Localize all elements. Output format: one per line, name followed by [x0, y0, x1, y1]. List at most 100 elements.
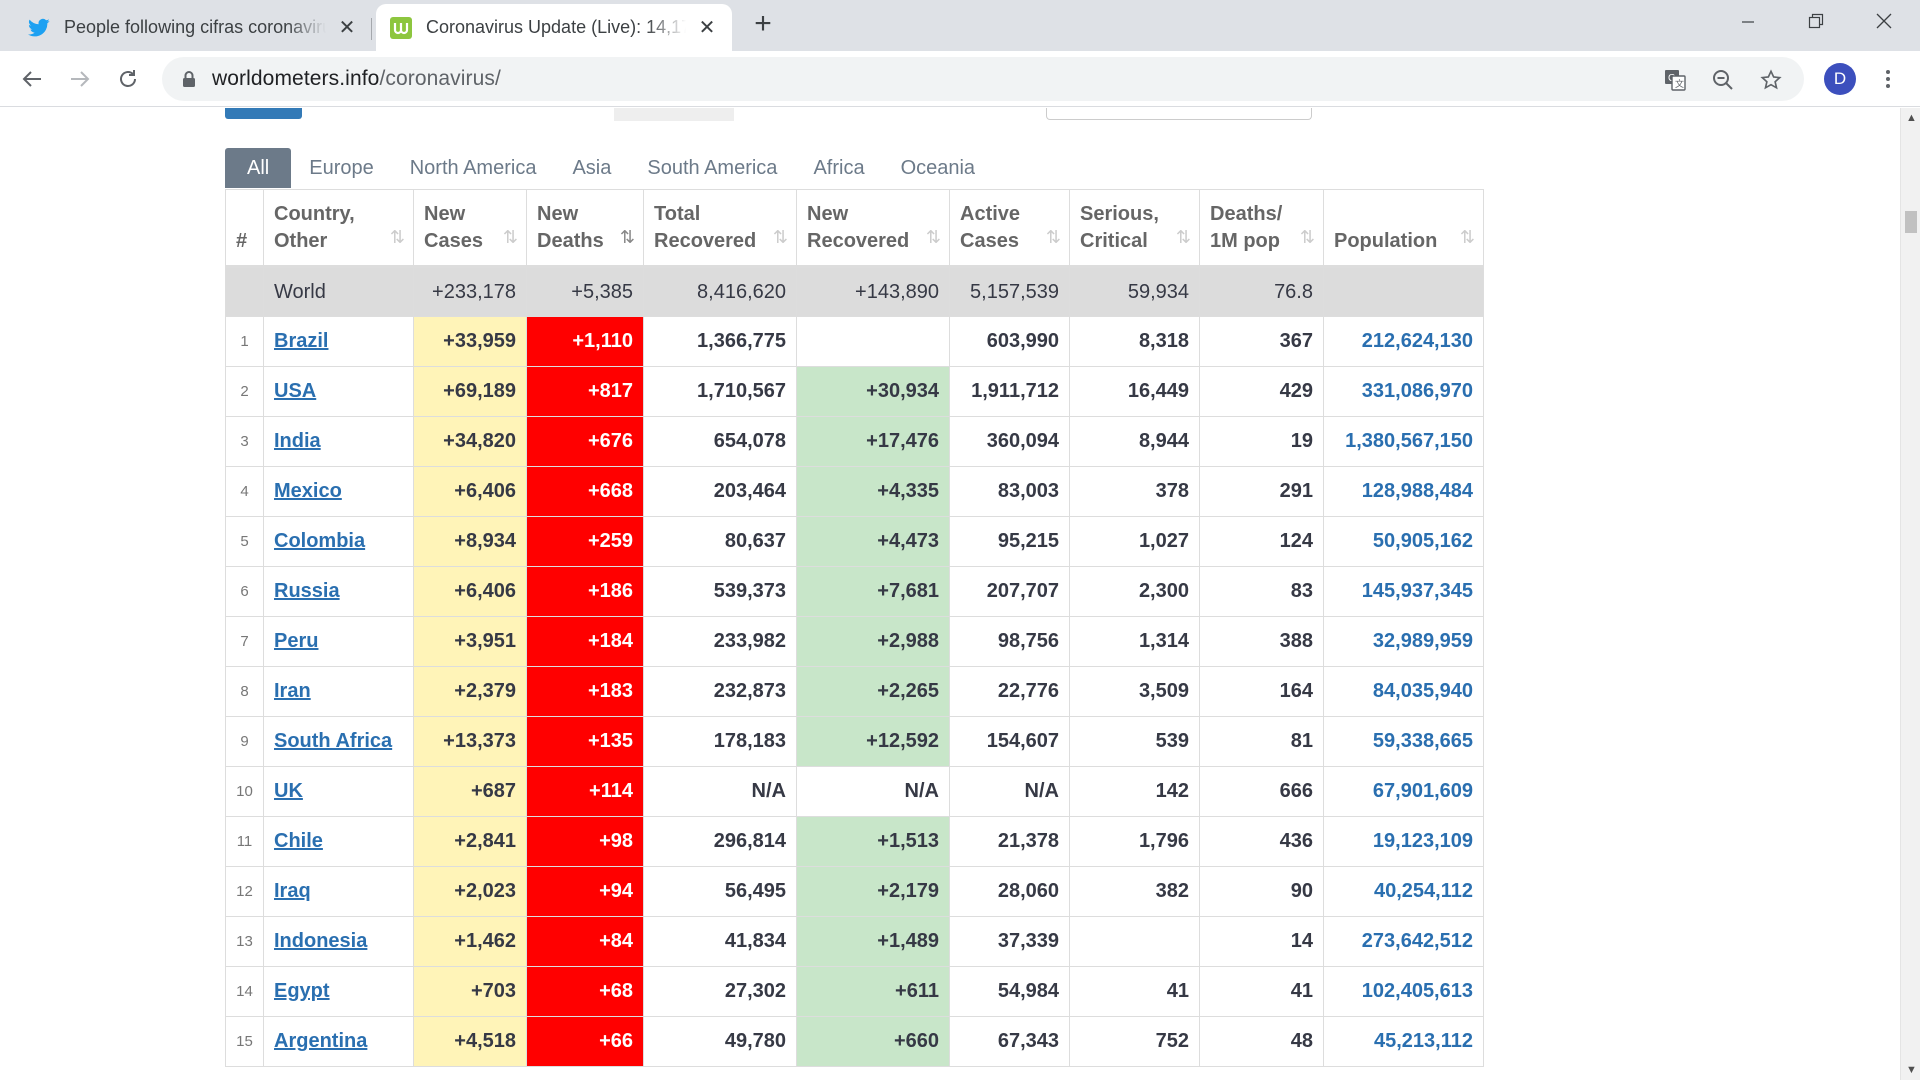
header-deaths-1m[interactable]: Deaths/1M pop ⇅: [1199, 189, 1324, 268]
header-new-cases[interactable]: New Cases ⇅: [413, 189, 527, 268]
table-row: 14 Egypt +703 +68 27,302 +611 54,984 41 41 102,40…: [225, 966, 1484, 1017]
population-cell[interactable]: 273,642,512: [1323, 916, 1484, 967]
star-icon[interactable]: [1758, 67, 1784, 93]
sort-icon[interactable]: ⇅: [1459, 227, 1475, 247]
new-tab-button[interactable]: +: [754, 7, 772, 40]
country-link[interactable]: Iraq: [274, 880, 311, 902]
restore-button[interactable]: [1788, 0, 1844, 42]
country-link[interactable]: Peru: [274, 630, 319, 652]
country-link[interactable]: Chile: [274, 830, 323, 852]
country-link[interactable]: UK: [274, 780, 303, 802]
country-link[interactable]: India: [274, 430, 321, 452]
scroll-down-icon[interactable]: ▼: [1906, 1064, 1917, 1076]
population-cell[interactable]: 331,086,970: [1323, 366, 1484, 417]
sort-icon[interactable]: ⇅: [502, 227, 518, 247]
restore-icon: [1808, 13, 1824, 29]
table-row: 12 Iraq +2,023 +94 56,495 +2,179 28,060 382 90 40…: [225, 866, 1484, 917]
tab-europe[interactable]: Europe: [309, 157, 374, 179]
header-active-cases[interactable]: Active Cases ⇅: [949, 189, 1070, 268]
zoom-icon[interactable]: [1710, 67, 1736, 93]
new-recovered-cell: +2,988: [796, 616, 950, 667]
country-link[interactable]: Indonesia: [274, 930, 368, 952]
sort-icon[interactable]: ⇅: [1175, 227, 1191, 247]
header-serious[interactable]: Serious, Critical ⇅: [1069, 189, 1200, 268]
tab-south-america[interactable]: South America: [647, 157, 778, 179]
country-link[interactable]: Russia: [274, 580, 340, 602]
partial-tab[interactable]: [614, 108, 734, 121]
active-cases-cell: 28,060: [949, 866, 1070, 917]
table-row: 13 Indonesia +1,462 +84 41,834 +1,489 37,339 14…: [225, 916, 1484, 967]
country-link[interactable]: South Africa: [274, 730, 393, 752]
menu-button[interactable]: [1872, 63, 1904, 95]
minimize-button[interactable]: [1720, 0, 1776, 42]
header-country[interactable]: Country, Other ⇅: [263, 189, 414, 268]
population-cell[interactable]: 50,905,162: [1323, 516, 1484, 567]
total-recovered-cell: 56,495: [643, 866, 797, 917]
table-row: 5 Colombia +8,934 +259 80,637 +4,473 95,215 1,0…: [225, 516, 1484, 567]
browser-tab-twitter[interactable]: People following cifras coronavirus ✕: [14, 4, 372, 51]
population-cell[interactable]: 40,254,112: [1323, 866, 1484, 917]
new-recovered-cell: +7,681: [796, 566, 950, 617]
forward-button[interactable]: [64, 63, 96, 95]
population-cell[interactable]: 128,988,484: [1323, 466, 1484, 517]
header-rank[interactable]: #: [225, 189, 264, 268]
back-button[interactable]: [16, 63, 48, 95]
population-cell[interactable]: 67,901,609: [1323, 766, 1484, 817]
sort-desc-icon[interactable]: ⇅: [619, 227, 635, 247]
tab-all[interactable]: All: [225, 148, 292, 188]
population-cell[interactable]: 145,937,345: [1323, 566, 1484, 617]
country-link[interactable]: Brazil: [274, 330, 329, 352]
close-icon[interactable]: ✕: [698, 16, 716, 39]
total-recovered-cell: 233,982: [643, 616, 797, 667]
deaths-1m-cell: 666: [1199, 766, 1324, 817]
population-cell[interactable]: 32,989,959: [1323, 616, 1484, 667]
population-cell[interactable]: 45,213,112: [1323, 1016, 1484, 1067]
close-icon[interactable]: ✕: [338, 16, 356, 39]
country-link[interactable]: Argentina: [274, 1030, 368, 1052]
tab-oceania[interactable]: Oceania: [900, 157, 976, 179]
country-link[interactable]: Iran: [274, 680, 311, 702]
sort-icon[interactable]: ⇅: [772, 227, 788, 247]
population-cell[interactable]: 19,123,109: [1323, 816, 1484, 867]
partial-search-input[interactable]: [1046, 108, 1312, 120]
total-recovered-cell: 27,302: [643, 966, 797, 1017]
reload-button[interactable]: [112, 63, 144, 95]
country-link[interactable]: Colombia: [274, 530, 366, 552]
population-cell[interactable]: 84,035,940: [1323, 666, 1484, 717]
address-bar[interactable]: worldometers.info/coronavirus/ G文: [162, 57, 1804, 101]
tab-africa[interactable]: Africa: [813, 157, 865, 179]
header-population[interactable]: Population ⇅: [1323, 189, 1484, 268]
lock-icon[interactable]: [182, 70, 196, 93]
url-text[interactable]: worldometers.info/coronavirus/: [212, 67, 501, 91]
avatar[interactable]: D: [1824, 63, 1856, 95]
sort-icon[interactable]: ⇅: [389, 227, 405, 247]
browser-tab-worldometers[interactable]: Coronavirus Update (Live): 14,172 ✕: [376, 4, 732, 51]
new-recovered-cell: N/A: [796, 766, 950, 817]
country-link[interactable]: Egypt: [274, 980, 330, 1002]
vertical-scrollbar[interactable]: ▲ ▼: [1900, 108, 1920, 1080]
tab-title: Coronavirus Update (Live): 14,172: [426, 17, 686, 37]
sort-icon[interactable]: ⇅: [1045, 227, 1061, 247]
header-total-recovered[interactable]: Total Recovered ⇅: [643, 189, 797, 268]
translate-icon[interactable]: G文: [1662, 67, 1688, 93]
country-link[interactable]: USA: [274, 380, 317, 402]
scrollbar-thumb[interactable]: [1905, 211, 1917, 233]
sort-icon[interactable]: ⇅: [1299, 227, 1315, 247]
sort-icon[interactable]: ⇅: [925, 227, 941, 247]
continent-tabs: All Europe North America Asia South Amer…: [225, 148, 993, 188]
header-new-recovered[interactable]: New Recovered ⇅: [796, 189, 950, 268]
close-window-button[interactable]: [1856, 0, 1912, 42]
population-cell[interactable]: 1,380,567,150: [1323, 416, 1484, 467]
partial-button[interactable]: [225, 108, 302, 119]
country-link[interactable]: Mexico: [274, 480, 342, 502]
header-new-deaths[interactable]: New Deaths ⇅: [526, 189, 644, 268]
tab-north-america[interactable]: North America: [409, 157, 537, 179]
scroll-up-icon[interactable]: ▲: [1906, 112, 1917, 124]
population-cell[interactable]: 212,624,130: [1323, 316, 1484, 367]
serious-cell: 1,027: [1069, 516, 1200, 567]
population-cell[interactable]: 59,338,665: [1323, 716, 1484, 767]
new-deaths-cell: +94: [526, 866, 644, 917]
population-cell[interactable]: 102,405,613: [1323, 966, 1484, 1017]
new-recovered-cell: +2,265: [796, 666, 950, 717]
tab-asia[interactable]: Asia: [572, 157, 612, 179]
